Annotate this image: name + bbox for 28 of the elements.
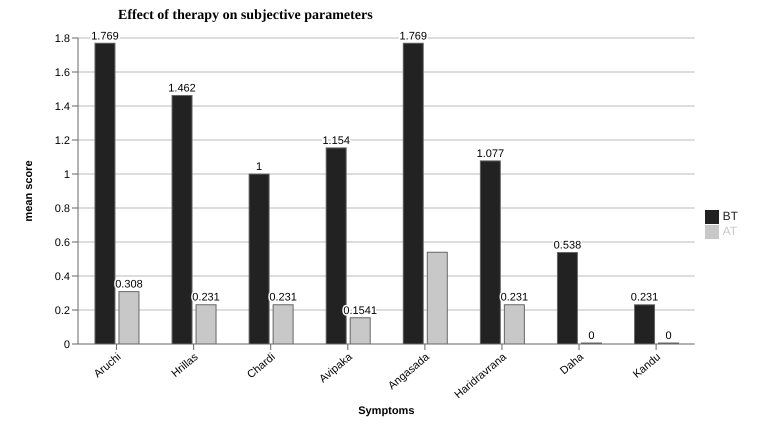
chart-title: Effect of therapy on subjective parameters bbox=[118, 8, 374, 24]
legend-label: BT bbox=[722, 209, 738, 224]
data-label: 0.231 bbox=[500, 292, 528, 304]
data-label: 1.154 bbox=[322, 134, 350, 147]
y-tick-label: 0.6 bbox=[54, 236, 70, 249]
data-label: 0.538 bbox=[554, 240, 582, 252]
data-label: 0 bbox=[588, 330, 595, 342]
data-label: 0.231 bbox=[192, 292, 220, 304]
data-label: 1 bbox=[256, 161, 262, 173]
data-label: 1.769 bbox=[91, 30, 119, 42]
y-axis-title: mean score bbox=[22, 160, 35, 222]
y-tick-label: 1.8 bbox=[54, 32, 70, 45]
x-axis-title: Symptoms bbox=[358, 405, 414, 417]
y-tick-label: 0.2 bbox=[54, 304, 70, 317]
y-tick-label: 1.6 bbox=[54, 66, 70, 79]
data-label: 1.769 bbox=[400, 30, 428, 42]
data-label: 0.308 bbox=[115, 278, 143, 291]
data-label: 0.231 bbox=[630, 292, 658, 304]
y-tick-label: 0.4 bbox=[54, 270, 70, 283]
y-tick-label: 1.4 bbox=[54, 100, 70, 113]
y-tick-label: 1 bbox=[64, 168, 70, 181]
data-label: 0.231 bbox=[269, 292, 297, 304]
y-tick-label: 0.8 bbox=[54, 202, 70, 215]
data-label: 1.462 bbox=[168, 82, 196, 94]
y-tick-label: 1.2 bbox=[54, 134, 70, 147]
data-label: 0 bbox=[665, 330, 672, 342]
y-tick-label: 0 bbox=[64, 338, 70, 351]
data-label: 1.077 bbox=[476, 148, 504, 160]
